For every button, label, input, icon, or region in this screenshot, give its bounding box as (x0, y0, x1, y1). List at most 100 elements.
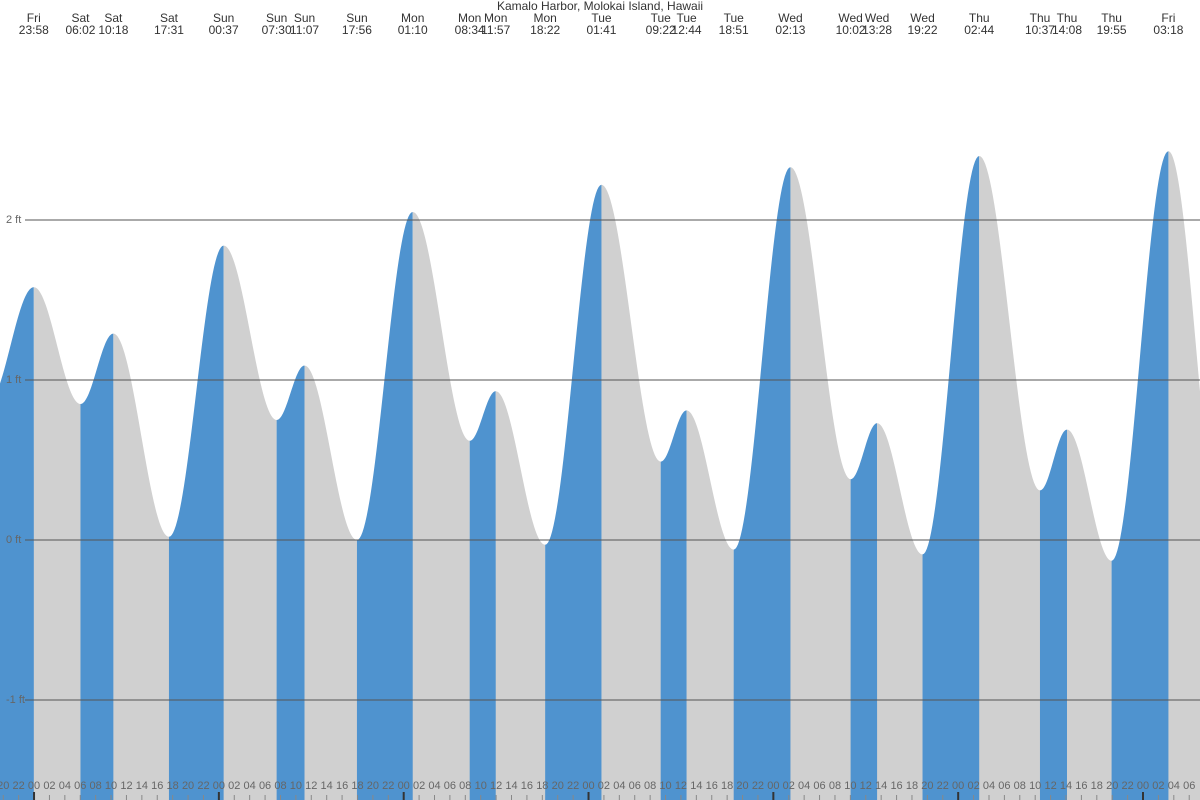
tide-segment (660, 410, 688, 800)
extreme-day: Sun (266, 11, 287, 25)
x-tick-label: 02 (598, 780, 610, 792)
x-tick-label: 16 (521, 780, 533, 792)
x-tick-label: 06 (813, 780, 825, 792)
extreme-time: 00:37 (209, 23, 239, 37)
x-tick-label: 16 (706, 780, 718, 792)
x-tick-label: 20 (0, 780, 9, 792)
extreme-day: Mon (484, 11, 507, 25)
extreme-day: Mon (533, 11, 556, 25)
x-tick-label: 08 (459, 780, 471, 792)
tide-segment (304, 365, 358, 800)
x-tick-label: 16 (151, 780, 163, 792)
x-tick-label: 02 (783, 780, 795, 792)
extreme-time: 09:22 (646, 23, 676, 37)
extreme-day: Sat (160, 11, 179, 25)
tide-segment (80, 333, 114, 800)
x-tick-label: 14 (321, 780, 333, 792)
y-tick-label: 1 ft (6, 374, 21, 386)
x-tick-label: 00 (1137, 780, 1149, 792)
tide-areas (0, 151, 1200, 800)
x-tick-label: 02 (967, 780, 979, 792)
x-tick-label: 04 (244, 780, 256, 792)
x-tick-label: 04 (428, 780, 440, 792)
x-tick-label: 18 (351, 780, 363, 792)
extreme-day: Wed (778, 11, 802, 25)
extreme-time: 14:08 (1052, 23, 1082, 37)
chart-title: Kamalo Harbor, Molokai Island, Hawaii (497, 0, 703, 13)
x-tick-label: 12 (305, 780, 317, 792)
x-tick-label: 22 (937, 780, 949, 792)
extreme-day: Fri (1161, 11, 1175, 25)
x-tick-label: 22 (1121, 780, 1133, 792)
extreme-time: 08:34 (455, 23, 485, 37)
extreme-day: Sat (104, 11, 123, 25)
tide-segment (495, 391, 546, 800)
tide-segment (33, 287, 81, 800)
x-tick-label: 04 (59, 780, 71, 792)
x-tick-label: 16 (1075, 780, 1087, 792)
x-tick-label: 16 (890, 780, 902, 792)
extreme-day: Thu (1057, 11, 1078, 25)
x-tick-label: 02 (43, 780, 55, 792)
x-tick-label: 08 (1014, 780, 1026, 792)
x-tick-label: 20 (367, 780, 379, 792)
extreme-time: 03:18 (1153, 23, 1183, 37)
x-tick-label: 18 (536, 780, 548, 792)
extreme-day: Tue (676, 11, 697, 25)
x-tick-label: 00 (398, 780, 410, 792)
x-tick-label: 06 (998, 780, 1010, 792)
x-tick-label: 06 (444, 780, 456, 792)
extreme-time: 17:31 (154, 23, 184, 37)
x-tick-label: 12 (1044, 780, 1056, 792)
tide-segment (877, 423, 924, 800)
extreme-time: 19:22 (908, 23, 938, 37)
extreme-day: Tue (651, 11, 672, 25)
x-tick-label: 00 (952, 780, 964, 792)
x-tick-label: 22 (197, 780, 209, 792)
tide-segment (1168, 151, 1200, 800)
x-tick-label: 06 (74, 780, 86, 792)
x-tick-label: 04 (983, 780, 995, 792)
x-tick-label: 22 (13, 780, 25, 792)
x-tick-label: 18 (167, 780, 179, 792)
x-tick-label: 10 (844, 780, 856, 792)
x-tick-label: 10 (475, 780, 487, 792)
tide-segment (0, 287, 35, 800)
extreme-time: 23:58 (19, 23, 49, 37)
x-tick-label: 12 (490, 780, 502, 792)
tide-segment (790, 167, 852, 800)
tide-segment (979, 156, 1041, 800)
extreme-time: 06:02 (65, 23, 95, 37)
tide-segment (686, 410, 735, 800)
extreme-time: 02:44 (964, 23, 994, 37)
x-tick-label: 00 (767, 780, 779, 792)
x-tick-label: 14 (875, 780, 887, 792)
x-tick-label: 18 (1091, 780, 1103, 792)
x-tick-label: 04 (1168, 780, 1180, 792)
x-tick-label: 00 (28, 780, 40, 792)
tide-segment (545, 184, 602, 800)
x-tick-label: 08 (90, 780, 102, 792)
x-tick-label: 12 (860, 780, 872, 792)
tide-segment (168, 245, 225, 800)
x-tick-label: 18 (906, 780, 918, 792)
x-tick-label: 10 (105, 780, 117, 792)
x-tick-label: 10 (659, 780, 671, 792)
extreme-day: Mon (458, 11, 481, 25)
x-tick-label: 20 (921, 780, 933, 792)
x-tick-label: 06 (259, 780, 271, 792)
extreme-day: Sat (71, 11, 90, 25)
extreme-day: Tue (724, 11, 745, 25)
x-tick-label: 02 (1152, 780, 1164, 792)
x-tick-label: 20 (736, 780, 748, 792)
x-tick-label: 06 (1183, 780, 1195, 792)
extreme-day: Thu (1101, 11, 1122, 25)
tide-segment (356, 212, 414, 800)
x-tick-label: 12 (675, 780, 687, 792)
extreme-time: 10:37 (1025, 23, 1055, 37)
x-tick-label: 16 (336, 780, 348, 792)
tide-segment (223, 245, 278, 800)
x-tick-label: 14 (1060, 780, 1072, 792)
extreme-day: Tue (591, 11, 612, 25)
